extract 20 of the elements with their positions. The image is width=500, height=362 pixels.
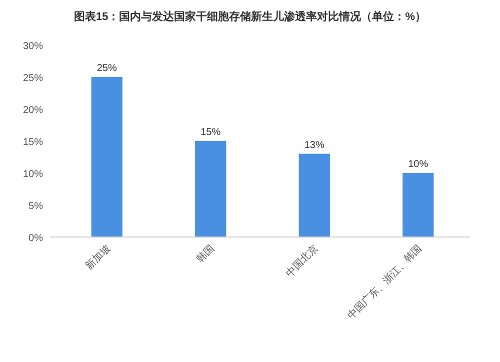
- x-tick-label: 新加坡: [83, 242, 113, 272]
- y-tick-label: 20%: [22, 105, 44, 116]
- y-tick-label: 5%: [28, 201, 44, 212]
- bar: [91, 77, 122, 237]
- bar: [298, 154, 330, 237]
- data-label: 15%: [200, 127, 221, 138]
- y-tick-label: 15%: [22, 137, 44, 148]
- x-tick-label: 中国北京: [284, 242, 320, 280]
- y-tick-label: 0%: [28, 233, 44, 244]
- y-tick-label: 30%: [22, 41, 44, 52]
- x-tick-label: 中国广东、浙江、韩国: [345, 242, 424, 322]
- y-tick-label: 25%: [22, 73, 44, 84]
- chart-title: 图表15：国内与发达国家干细胞存储新生儿渗透率对比情况（单位：%）: [74, 10, 426, 23]
- bar: [402, 173, 434, 237]
- x-tick-label: 韩国: [194, 242, 217, 266]
- data-label: 10%: [408, 159, 428, 170]
- bar: [195, 141, 226, 237]
- data-label: 13%: [304, 140, 324, 151]
- y-tick-label: 10%: [22, 169, 44, 180]
- data-label: 25%: [96, 63, 117, 74]
